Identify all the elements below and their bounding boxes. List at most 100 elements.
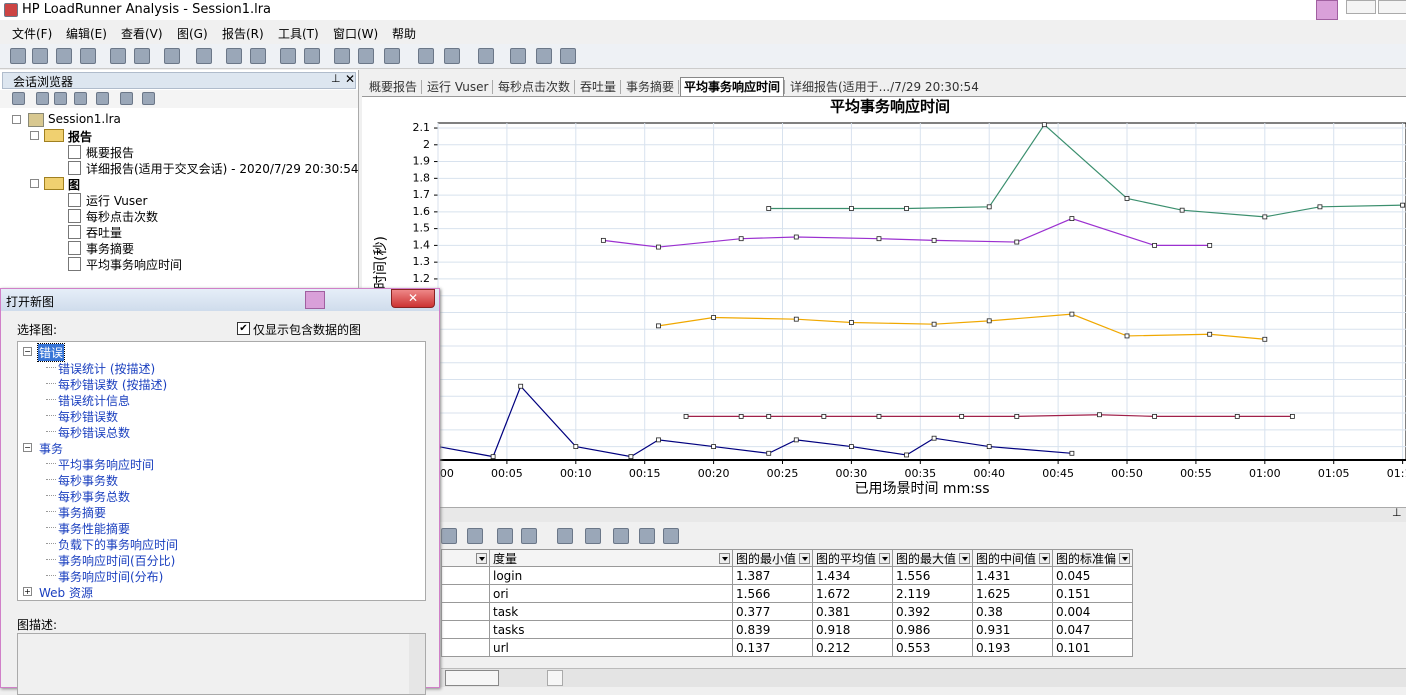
toolbar-button[interactable] [557,528,573,544]
tree-item[interactable]: 错误统计信息 [58,394,131,408]
tree-item[interactable]: 每秒错误数 [58,410,119,424]
toolbar-button[interactable] [521,528,537,544]
tab[interactable]: 每秒点击次数 [498,80,571,94]
menu-item[interactable]: 查看(V) [121,27,163,41]
header-cell[interactable]: 图的平均值 [813,549,893,567]
menu-item[interactable]: 工具(T) [278,27,319,41]
dropdown[interactable] [879,553,890,564]
tree-item[interactable]: 事务性能摘要 [58,522,131,536]
toolbar-button[interactable] [478,48,494,64]
tree-group[interactable]: 图 [68,178,81,192]
tree-item[interactable]: 事务响应时间(分布) [58,570,164,584]
maximize-button[interactable] [1378,0,1406,14]
toolbar-button[interactable] [441,528,457,544]
toolbar-button[interactable] [467,528,483,544]
menu-item[interactable]: 文件(F) [12,27,53,41]
dialog-close[interactable]: ✕ [391,289,435,308]
header-cell[interactable]: 图的最小值 [733,549,813,567]
tab[interactable]: 事务摘要 [626,80,675,94]
toolbar-button[interactable] [74,92,87,105]
tree-item[interactable]: 概要报告 [86,146,135,160]
tree-group[interactable]: 报告 [68,130,93,144]
toolbar-button[interactable] [510,48,526,64]
menu-item[interactable]: 帮助 [392,27,417,41]
toolbar-button[interactable] [304,48,320,64]
toolbar-button[interactable] [280,48,296,64]
tree-toggle[interactable]: − [23,443,32,452]
toolbar-button[interactable] [384,48,400,64]
toolbar-button[interactable] [96,92,109,105]
toolbar-button[interactable] [142,92,155,105]
toolbar-button[interactable] [418,48,434,64]
menu-item[interactable]: 报告(R) [222,27,264,41]
tree-item[interactable]: 错误统计 (按描述) [58,362,156,376]
tree-group[interactable]: 事务 [39,442,64,456]
tree-item[interactable]: 平均事务响应时间 [86,258,183,272]
menu-item[interactable]: 图(G) [177,27,208,41]
tree-group[interactable]: Web 资源 [39,586,93,600]
toolbar-button[interactable] [444,48,460,64]
dropdown[interactable] [1039,553,1050,564]
tree-toggle[interactable]: + [23,587,32,596]
tree-item[interactable]: 运行 Vuser [86,194,148,208]
toolbar-button[interactable] [613,528,629,544]
dropdown[interactable] [719,553,730,564]
tree-item[interactable]: 吞吐量 [86,226,123,240]
dropdown[interactable] [1119,553,1130,564]
tree-item[interactable]: 每秒点击次数 [86,210,159,224]
tree-item[interactable]: 每秒事务数 [58,474,119,488]
tree-item[interactable]: 每秒错误数 (按描述) [58,378,168,392]
window-icon[interactable] [1316,0,1338,20]
tree-item[interactable]: 事务摘要 [58,506,107,520]
tree-toggle[interactable] [30,179,39,188]
toolbar-button[interactable] [226,48,242,64]
tree-item[interactable]: 详细报告(适用于交叉会话) - 2020/7/29 20:30:54 [86,162,359,176]
tab[interactable]: 概要报告 [369,80,418,94]
toolbar-button[interactable] [110,48,126,64]
dropdown[interactable] [959,553,970,564]
header-cell[interactable]: 图的标准偏 [1053,549,1133,567]
tab[interactable]: 平均事务响应时间 [680,77,785,96]
toolbar-button[interactable] [663,528,679,544]
toolbar-button[interactable] [120,92,133,105]
close-button[interactable]: ✕ [345,72,356,86]
tab[interactable]: 详细报告(适用于.../7/29 20:30:54 [790,80,979,94]
tree-item[interactable]: 负载下的事务响应时间 [58,538,179,552]
tab[interactable]: 运行 Vuser [427,80,489,94]
tree-item[interactable]: 平均事务响应时间 [58,458,155,472]
tree-item[interactable]: 每秒事务总数 [58,490,131,504]
toolbar-button[interactable] [36,92,49,105]
filter-buttons[interactable] [445,670,499,686]
toolbar-button[interactable] [54,92,67,105]
toolbar-button[interactable] [585,528,601,544]
tree-item[interactable]: 每秒错误总数 [58,426,131,440]
toolbar-button[interactable] [164,48,180,64]
toolbar-button[interactable] [358,48,374,64]
tree-item[interactable]: 事务摘要 [86,242,135,256]
toolbar-button[interactable] [134,48,150,64]
header-cell[interactable]: 图的中间值 [973,549,1053,567]
toolbar-button[interactable] [250,48,266,64]
pin-button[interactable]: ⊥ [1392,506,1402,519]
menu-item[interactable]: 窗口(W) [333,27,379,41]
minimize-button[interactable] [1346,0,1376,14]
toolbar-button[interactable] [334,48,350,64]
toolbar-button[interactable] [32,48,48,64]
header-cell[interactable]: 度量 [490,549,733,567]
tree-item[interactable]: 事务响应时间(百分比) [58,554,176,568]
tree-toggle[interactable]: − [23,347,32,356]
toolbar-button[interactable] [196,48,212,64]
toolbar-button[interactable] [10,48,26,64]
toolbar-button[interactable] [560,48,576,64]
dropdown[interactable] [799,553,810,564]
tree-root[interactable]: Session1.lra [48,112,121,126]
menu-item[interactable]: 编辑(E) [66,27,107,41]
toolbar-button[interactable] [12,92,25,105]
toolbar-button[interactable] [80,48,96,64]
checkbox-label[interactable]: 仅显示包含数据的图 [253,323,362,337]
checkbox[interactable]: ✔ [237,322,250,335]
toolbar-button[interactable] [56,48,72,64]
toolbar-button[interactable] [536,48,552,64]
toolbar-button[interactable] [639,528,655,544]
header-cell[interactable]: 图的最大值 [893,549,973,567]
